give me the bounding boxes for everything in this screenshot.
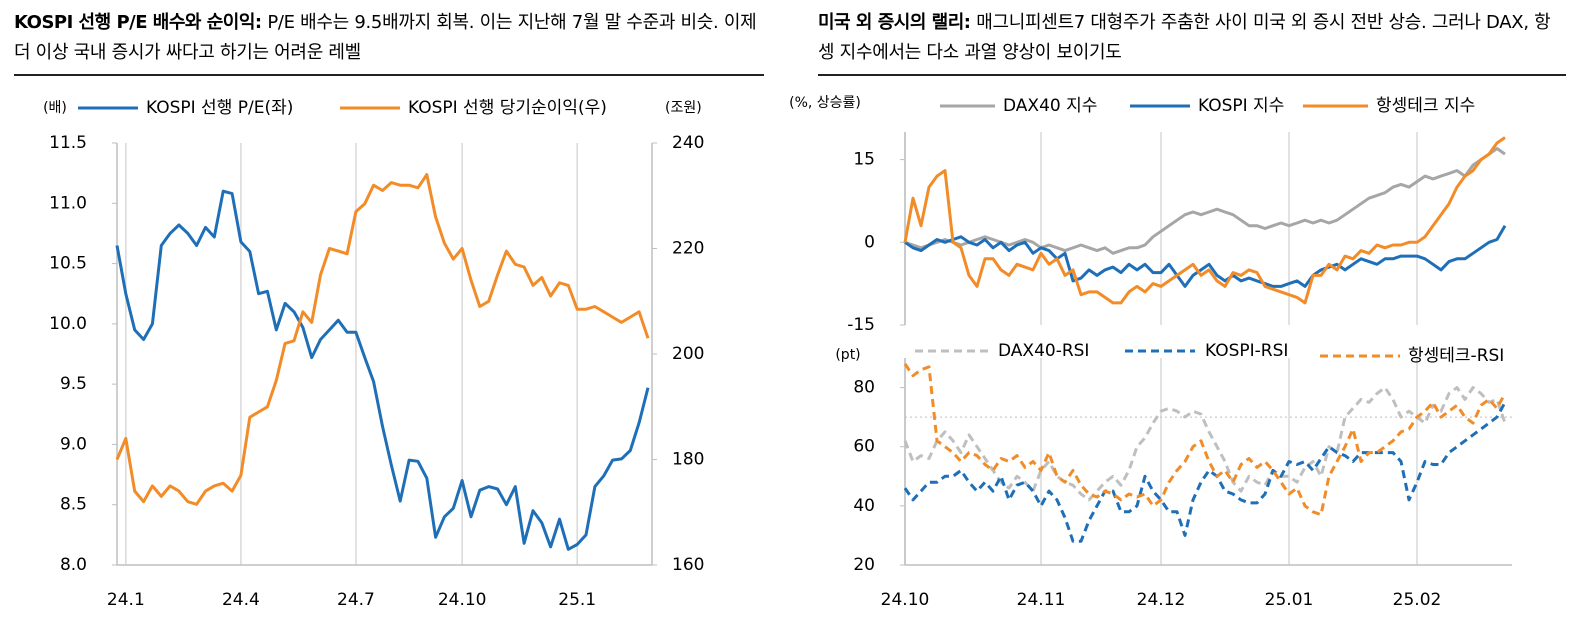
legend-label: DAX40 지수 [1003,96,1097,116]
legend-label: KOSPI 선행 P/E(좌) [146,98,293,118]
y-tick-label: 10.0 [49,314,87,334]
series-line [904,224,1507,288]
x-tick-label: 25.01 [1265,590,1314,610]
series-line [903,363,1507,517]
y-tick-label: 11.0 [49,193,87,213]
y-tick-label: 9.0 [60,434,87,454]
y-tick-label: 60 [853,437,875,457]
x-tick-label: 24.12 [1137,590,1186,610]
legend-label: 항셍테크 지수 [1376,96,1475,116]
x-tick-label: 24.10 [881,590,930,610]
y-tick-label: 20 [853,555,875,575]
legend-label: DAX40-RSI [998,341,1089,361]
y-tick-label: 0 [864,232,875,252]
y2-tick-label: 180 [672,450,704,470]
series-line [903,401,1507,543]
x-tick-label: 25.1 [558,590,596,610]
legend-label: KOSPI 선행 당기순이익(우) [408,98,607,118]
y2-tick-label: 220 [672,239,704,259]
series-line [903,386,1507,502]
series-line [115,173,650,506]
x-tick-label: 25.02 [1393,590,1442,610]
y2-tick-label: 240 [672,133,704,153]
legend-label: KOSPI-RSI [1205,341,1288,361]
chart-title: KOSPI 선행 P/E 배수와 순이익: [14,12,262,33]
chart-title: 미국 외 증시의 랠리: [818,12,971,33]
x-tick-label: 24.1 [107,590,145,610]
left-heading: KOSPI 선행 P/E 배수와 순이익: P/E 배수는 9.5배까지 회복.… [14,8,764,76]
y-axis-label: (%, 상승률) [789,95,861,111]
y-tick-label: 9.5 [60,374,87,394]
y-axis-label: (pt) [835,347,860,363]
series-line [903,136,1506,305]
series-line [904,147,1506,255]
x-tick-label: 24.10 [438,590,487,610]
y-tick-label: 8.0 [60,555,87,575]
y-tick-label: 10.5 [49,254,87,274]
x-tick-label: 24.11 [1017,590,1066,610]
y-tick-label: 11.5 [49,133,87,153]
x-tick-label: 24.7 [337,590,375,610]
y-tick-label: 8.5 [60,495,87,515]
y2-axis-label: (조원) [665,100,702,116]
y-tick-label: 80 [853,378,875,398]
legend-label: 항셍테크-RSI [1408,346,1504,366]
y-axis-label: (배) [43,100,67,116]
y2-tick-label: 200 [672,344,704,364]
y-tick-label: -15 [847,315,875,335]
y2-tick-label: 160 [672,555,704,575]
y-tick-label: 15 [853,150,875,170]
series-line [115,189,650,551]
x-tick-label: 24.4 [222,590,260,610]
legend-label: KOSPI 지수 [1198,96,1284,116]
chart-subtitle: P/E 배수는 9.5배까지 회복. 이는 지난해 7월 말 수준과 비슷. 이… [14,12,757,63]
right-heading: 미국 외 증시의 랠리: 매그니피센트7 대형주가 주춤한 사이 미국 외 증시… [818,8,1566,76]
y-tick-label: 40 [853,496,875,516]
chart-subtitle: 매그니피센트7 대형주가 주춤한 사이 미국 외 증시 전반 상승. 그러나 D… [818,12,1551,63]
